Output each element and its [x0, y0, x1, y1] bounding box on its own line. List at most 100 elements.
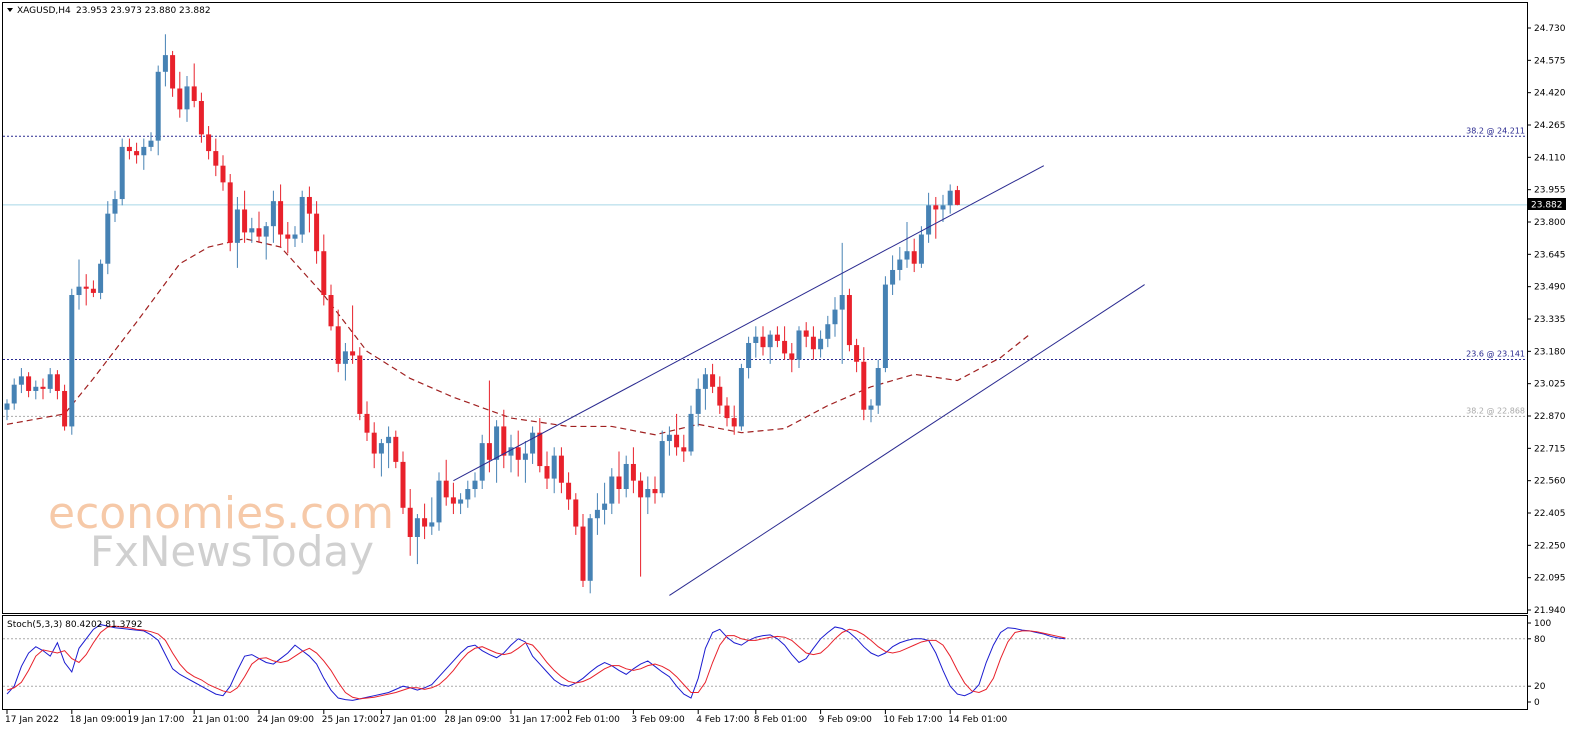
candle[interactable]: [594, 493, 600, 535]
candle[interactable]: [263, 222, 269, 260]
candle[interactable]: [220, 155, 226, 191]
candle[interactable]: [695, 378, 701, 427]
candle[interactable]: [407, 489, 413, 556]
trend-channel[interactable]: [453, 165, 1145, 596]
candle[interactable]: [342, 342, 348, 381]
candle[interactable]: [371, 422, 377, 469]
candle[interactable]: [436, 472, 442, 531]
candle[interactable]: [54, 370, 60, 400]
candle[interactable]: [738, 363, 744, 431]
candle[interactable]: [443, 459, 449, 506]
candle[interactable]: [299, 190, 305, 243]
candle[interactable]: [141, 138, 147, 170]
candle[interactable]: [782, 326, 788, 360]
candle[interactable]: [270, 190, 276, 243]
candle[interactable]: [191, 63, 197, 108]
candle[interactable]: [386, 426, 392, 469]
candle[interactable]: [890, 255, 896, 296]
candle[interactable]: [630, 447, 636, 494]
candle[interactable]: [83, 274, 89, 306]
candle[interactable]: [897, 247, 903, 281]
candle[interactable]: [335, 309, 341, 373]
candle[interactable]: [26, 372, 32, 398]
candle[interactable]: [292, 226, 298, 248]
candle[interactable]: [155, 65, 161, 156]
candle[interactable]: [832, 297, 838, 337]
candle[interactable]: [472, 472, 478, 498]
candle[interactable]: [645, 476, 651, 515]
candle[interactable]: [400, 451, 406, 515]
candle[interactable]: [609, 468, 615, 515]
candle[interactable]: [731, 405, 737, 435]
candle[interactable]: [227, 174, 233, 252]
candle[interactable]: [551, 447, 557, 494]
candle[interactable]: [933, 196, 939, 239]
candle[interactable]: [652, 476, 658, 504]
candle[interactable]: [126, 138, 132, 160]
stoch-pane[interactable]: [2, 615, 1528, 710]
candle[interactable]: [868, 399, 874, 423]
candle[interactable]: [947, 184, 953, 214]
candle[interactable]: [810, 326, 816, 360]
candle[interactable]: [170, 50, 176, 97]
candle[interactable]: [314, 201, 320, 264]
candle[interactable]: [501, 409, 507, 469]
candle[interactable]: [256, 211, 262, 243]
main-pane[interactable]: [2, 2, 1528, 614]
candle[interactable]: [616, 451, 622, 504]
candle[interactable]: [753, 326, 759, 358]
collapse-triangle-icon[interactable]: [7, 8, 13, 12]
candle[interactable]: [119, 138, 125, 206]
candle[interactable]: [242, 190, 248, 243]
candle[interactable]: [760, 326, 766, 356]
candle[interactable]: [278, 184, 284, 248]
candle[interactable]: [422, 503, 428, 540]
candle[interactable]: [458, 493, 464, 515]
candle[interactable]: [623, 455, 629, 498]
candle[interactable]: [537, 418, 543, 473]
candle[interactable]: [364, 401, 370, 442]
candle[interactable]: [47, 368, 53, 394]
candle[interactable]: [602, 482, 608, 525]
candle[interactable]: [465, 480, 471, 508]
candle[interactable]: [450, 482, 456, 515]
candles[interactable]: [4, 34, 960, 594]
candle[interactable]: [580, 514, 586, 588]
candle[interactable]: [825, 315, 831, 348]
candle[interactable]: [875, 359, 881, 414]
candle[interactable]: [378, 438, 384, 477]
candle[interactable]: [184, 75, 190, 122]
candle[interactable]: [198, 92, 204, 143]
candle[interactable]: [515, 430, 521, 477]
candle[interactable]: [789, 342, 795, 373]
candle[interactable]: [573, 493, 579, 535]
candle[interactable]: [350, 305, 356, 364]
candle[interactable]: [328, 284, 334, 331]
candle[interactable]: [558, 447, 564, 494]
candle[interactable]: [134, 142, 140, 164]
candle[interactable]: [90, 280, 96, 298]
candle[interactable]: [98, 259, 104, 300]
candle[interactable]: [803, 322, 809, 348]
candle[interactable]: [213, 138, 219, 177]
candle[interactable]: [674, 413, 680, 456]
candle[interactable]: [357, 347, 363, 421]
candle[interactable]: [393, 430, 399, 469]
candle[interactable]: [40, 378, 46, 400]
candle[interactable]: [904, 222, 910, 268]
candle[interactable]: [148, 132, 154, 152]
candle[interactable]: [724, 397, 730, 427]
candle[interactable]: [774, 326, 780, 348]
candle[interactable]: [666, 426, 672, 456]
candle[interactable]: [321, 234, 327, 306]
candle[interactable]: [285, 222, 291, 254]
candle[interactable]: [429, 497, 435, 535]
candle[interactable]: [530, 426, 536, 464]
candle[interactable]: [162, 34, 168, 87]
candle[interactable]: [414, 514, 420, 565]
candle[interactable]: [717, 376, 723, 414]
candle[interactable]: [746, 336, 752, 379]
candle[interactable]: [206, 126, 212, 160]
candle[interactable]: [306, 186, 312, 233]
candle[interactable]: [249, 217, 255, 243]
